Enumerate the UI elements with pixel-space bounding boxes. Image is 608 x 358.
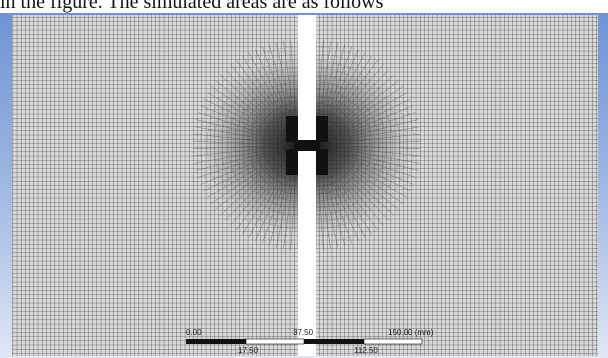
caption-text: in the figure. The simulated areas are a… [0, 0, 384, 13]
center-notch [286, 116, 328, 175]
mesh-ring [199, 46, 298, 244]
scale-seg-4 [363, 338, 423, 345]
scale-label-mid: 37.50 [293, 328, 314, 337]
scale-label-low-1: 17.50 [238, 346, 259, 355]
scale-label-0: 0.00 [186, 328, 202, 337]
mesh-graphic: 0.00 37.50 150.00 (mm) 17.50 112.50 [0, 13, 608, 358]
mesh-ring [316, 46, 415, 244]
mesh-block-right [316, 15, 598, 356]
scale-label-end: 150.00 (mm) [388, 328, 434, 337]
mesh-view: 0.00 37.50 150.00 (mm) 17.50 112.50 [0, 13, 608, 358]
mesh-block-left [12, 15, 298, 356]
center-gap [298, 15, 316, 356]
scale-seg-1 [186, 339, 246, 344]
scale-bar: 0.00 37.50 150.00 (mm) 17.50 112.50 [186, 328, 434, 355]
scale-label-low-2: 112.50 [354, 346, 378, 355]
scale-seg-2 [245, 338, 305, 345]
scale-seg-3 [304, 339, 364, 344]
